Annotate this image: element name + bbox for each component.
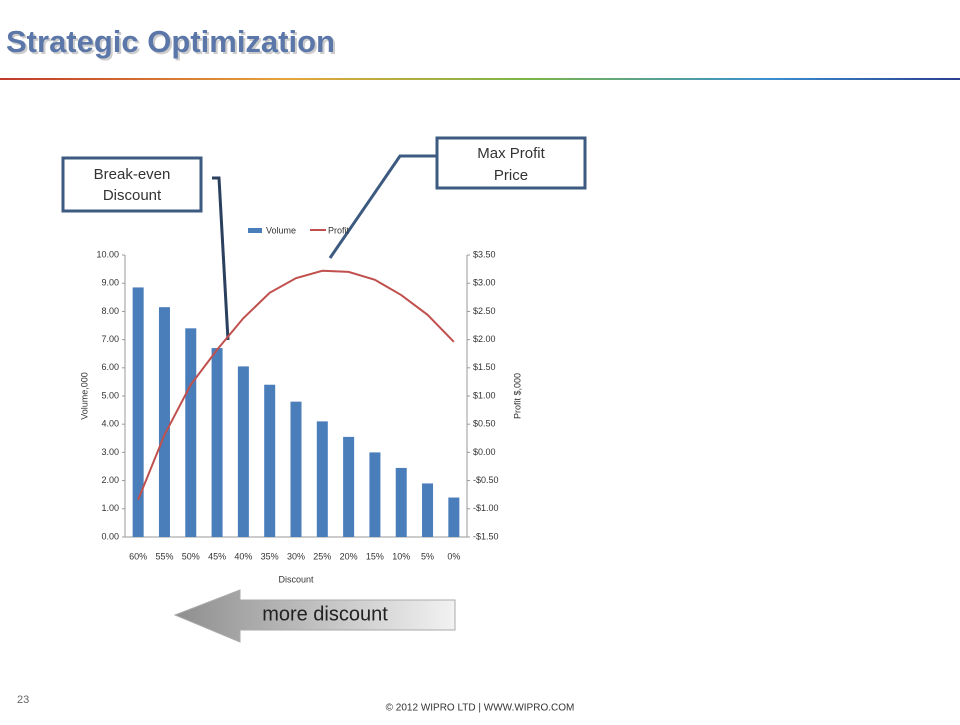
x-tick-label: 20% [340,551,358,561]
bar [448,497,460,537]
y-tick-label: 10.00 [96,249,119,259]
callout-box [61,156,203,213]
y-tick-label: 2.00 [101,475,119,485]
y-tick-label: 0.00 [101,531,119,541]
y2-tick-label: $3.50 [473,249,496,259]
y2-tick-label: -$0.50 [473,475,499,485]
y2-tick-label: $2.00 [473,334,496,344]
y2-tick-label: -$1.00 [473,503,499,513]
bar [237,366,249,537]
line [137,269,455,501]
footer: © 2012 WIPRO LTD | WWW.WIPRO.COM [386,703,575,714]
y2-tick-label: -$1.50 [473,531,499,541]
bar [290,401,302,537]
callout-pointer [328,154,436,259]
legend-swatch [248,228,262,233]
bar [185,328,197,537]
x-tick-label: 30% [287,551,305,561]
legend-label: Profit [328,225,350,235]
bar [316,421,328,537]
y-tick-label: 7.00 [101,334,119,344]
x-tick-label: 25% [313,551,331,561]
x-tick-label: 50% [182,551,200,561]
y-tick-label: 3.00 [101,447,119,457]
bar [158,307,170,537]
y2-tick-label: $1.00 [473,390,496,400]
bar [422,483,434,537]
y-tick-label: 5.00 [101,390,119,400]
y-tick-label: 8.00 [101,306,119,316]
y-tick-label: 1.00 [101,503,119,513]
arrow [173,589,456,643]
title-shadow: Strategic Optimization [8,26,337,61]
callout-text: Max Profit [477,145,545,162]
x-tick-label: 5% [421,551,434,561]
x-tick-label: 45% [208,551,226,561]
y-tick-label: 6.00 [101,362,119,372]
bar [132,287,144,537]
chart: 0.00 1.00 2.00 3.00 4.00 5.00 6.00 7.00 8.00 9.00… [79,225,522,584]
x-tick-label: 0% [447,551,460,561]
x-tick-label: 60% [129,551,147,561]
y-axis-title: Volume,000 [79,372,89,420]
callout-text: Price [494,167,528,184]
callout-pointer [212,176,230,341]
callout-box [435,136,587,190]
bar [264,384,276,537]
y-tick-label: 4.00 [101,419,119,429]
callout-text: Discount [103,187,162,204]
x-tick-label: 35% [261,551,279,561]
y2-tick-label: $0.50 [473,419,496,429]
y2-tick-label: $2.50 [473,306,496,316]
page-number: 23 [17,694,29,706]
bar [343,436,355,537]
x-tick-label: 40% [234,551,252,561]
y2-tick-label: $0.00 [473,447,496,457]
bar [395,467,407,537]
x-tick-label: 10% [392,551,410,561]
legend-label: Volume [266,225,296,235]
callout-text: Break-even [94,166,171,183]
y2-axis-title: Profit $,000 [512,373,522,419]
title-rule [0,78,960,80]
bar [211,348,223,537]
x-axis-title: Discount [278,574,314,584]
bar [369,452,381,537]
y2-tick-label: $1.50 [473,362,496,372]
y-tick-label: 9.00 [101,278,119,288]
slide-title: Strategic Optimization [6,24,335,59]
y2-tick-label: $3.00 [473,278,496,288]
arrow-text: more discount [262,603,388,625]
x-tick-label: 55% [155,551,173,561]
x-tick-label: 15% [366,551,384,561]
